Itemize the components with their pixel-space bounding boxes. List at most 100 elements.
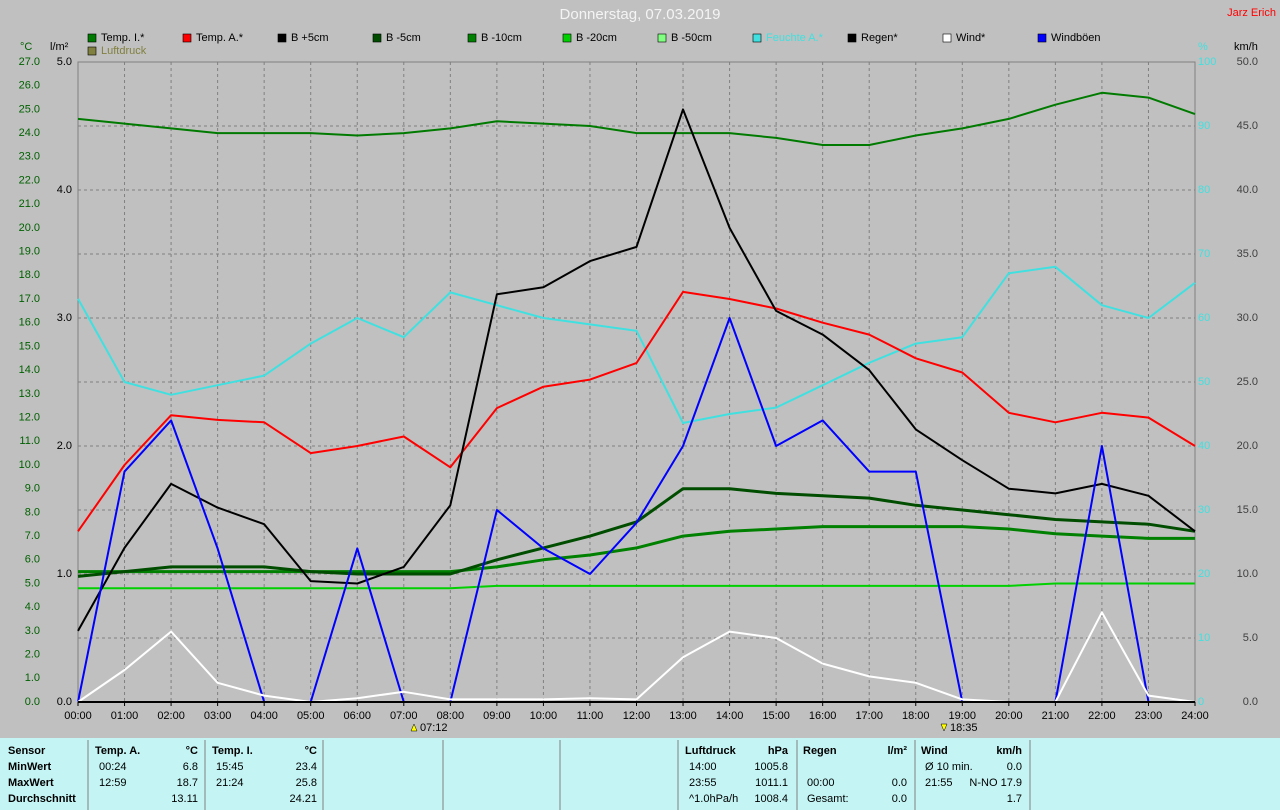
y3-tick-label: 100 — [1198, 56, 1216, 68]
x-tick-label: 14:00 — [716, 710, 744, 722]
legend-label: B -5cm — [386, 32, 421, 44]
y-tick-label: 7.0 — [25, 530, 40, 542]
sunset-icon — [940, 723, 948, 732]
y-tick-label: 19.0 — [19, 246, 40, 258]
table-unit: l/m² — [887, 745, 907, 757]
sunrise-label: 07:12 — [420, 722, 448, 734]
cell-value: 0.0 — [892, 777, 907, 789]
table-unit: hPa — [768, 745, 789, 757]
row-label: Durchschnitt — [8, 793, 76, 805]
legend-swatch — [87, 33, 97, 43]
table-unit: °C — [305, 745, 317, 757]
series-line — [77, 290, 1196, 532]
cell-time: Ø 10 min. — [925, 761, 973, 773]
y-tick-label: 13.0 — [19, 388, 40, 400]
x-tick-label: 07:00 — [390, 710, 418, 722]
table-header: Regen — [803, 745, 837, 757]
y-tick-label: 22.0 — [19, 174, 40, 186]
y-tick-label: 16.0 — [19, 317, 40, 329]
y3-tick-label: 90 — [1198, 120, 1210, 132]
x-tick-label: 02:00 — [157, 710, 185, 722]
y4-tick-label: 30.0 — [1237, 312, 1258, 324]
cell-time: 12:59 — [99, 777, 127, 789]
y3-tick-label: 50 — [1198, 376, 1210, 388]
cell-value: 24.21 — [289, 793, 317, 805]
y-tick-label: 27.0 — [19, 56, 40, 68]
x-tick-label: 21:00 — [1042, 710, 1070, 722]
y3-tick-label: 30 — [1198, 504, 1210, 516]
y3-tick-label: 60 — [1198, 312, 1210, 324]
y2-tick-label: 4.0 — [57, 184, 72, 196]
cell-value: N-NO 17.9 — [969, 777, 1022, 789]
y-tick-label: 6.0 — [25, 554, 40, 566]
x-tick-label: 16:00 — [809, 710, 837, 722]
series-line — [77, 265, 1196, 424]
cell-value: 18.7 — [177, 777, 198, 789]
legend-swatch — [1037, 33, 1047, 43]
y4-tick-label: 0.0 — [1243, 696, 1258, 708]
y-tick-label: 17.0 — [19, 293, 40, 305]
x-tick-label: 13:00 — [669, 710, 697, 722]
y4-tick-label: 40.0 — [1237, 184, 1258, 196]
sunrise-icon — [410, 723, 418, 732]
legend-swatch — [847, 33, 857, 43]
y2-tick-label: 1.0 — [57, 568, 72, 580]
legend-swatch — [752, 33, 762, 43]
y-tick-label: 20.0 — [19, 222, 40, 234]
legend-label: B -50cm — [671, 32, 712, 44]
y4-tick-label: 50.0 — [1237, 56, 1258, 68]
table-header: Sensor — [8, 745, 46, 757]
x-tick-label: 12:00 — [623, 710, 651, 722]
cell-value: 1005.8 — [754, 761, 788, 773]
cell-value: 0.0 — [892, 793, 907, 805]
stats-table: Sensor MinWert MaxWert Durchschnitt Temp. A.… — [8, 740, 1031, 810]
y-tick-label: 21.0 — [19, 198, 40, 210]
cell-value: 23.4 — [296, 761, 317, 773]
y-tick-label: 2.0 — [25, 648, 40, 660]
y4-tick-label: 25.0 — [1237, 376, 1258, 388]
cell-time: 00:00 — [807, 777, 835, 789]
y-tick-label: 4.0 — [25, 601, 40, 613]
y4-tick-label: 20.0 — [1237, 440, 1258, 452]
y4-axis-label: km/h — [1234, 41, 1258, 53]
table-header: Wind — [921, 745, 948, 757]
x-tick-label: 23:00 — [1135, 710, 1163, 722]
legend-label: Luftdruck — [101, 45, 147, 57]
y3-tick-label: 40 — [1198, 440, 1210, 452]
table-header: Temp. I. — [212, 745, 253, 757]
x-tick-label: 15:00 — [762, 710, 790, 722]
legend-label: B -20cm — [576, 32, 617, 44]
row-label: MinWert — [8, 761, 52, 773]
cell-time: Gesamt: — [807, 793, 849, 805]
y-tick-label: 9.0 — [25, 483, 40, 495]
y4-tick-label: 5.0 — [1243, 632, 1258, 644]
cell-value: 0.0 — [1007, 761, 1022, 773]
y-tick-label: 11.0 — [19, 435, 40, 447]
y-tick-label: 24.0 — [19, 127, 40, 139]
y3-axis-label: % — [1198, 41, 1208, 53]
cell-time: 21:24 — [216, 777, 244, 789]
x-tick-label: 06:00 — [343, 710, 371, 722]
legend-swatch — [372, 33, 382, 43]
cell-value: 13.11 — [171, 793, 198, 805]
y-tick-label: 3.0 — [25, 625, 40, 637]
y-tick-label: 18.0 — [19, 269, 40, 281]
chart-title: Donnerstag, 07.03.2019 — [560, 6, 721, 23]
cell-value: 1008.4 — [754, 793, 788, 805]
series-line — [77, 108, 1196, 632]
y2-axis-label: l/m² — [50, 41, 69, 53]
x-tick-label: 22:00 — [1088, 710, 1116, 722]
legend-label: Regen* — [861, 32, 898, 44]
y-tick-label: 25.0 — [19, 103, 40, 115]
legend-swatch — [942, 33, 952, 43]
y3-tick-label: 80 — [1198, 184, 1210, 196]
legend-swatch — [182, 33, 192, 43]
series-line — [78, 582, 1195, 590]
table-background — [0, 738, 1280, 810]
x-tick-label: 03:00 — [204, 710, 232, 722]
y4-tick-label: 45.0 — [1237, 120, 1258, 132]
y-tick-label: 12.0 — [19, 411, 40, 423]
cell-time: 00:24 — [99, 761, 127, 773]
y2-tick-label: 2.0 — [57, 440, 72, 452]
